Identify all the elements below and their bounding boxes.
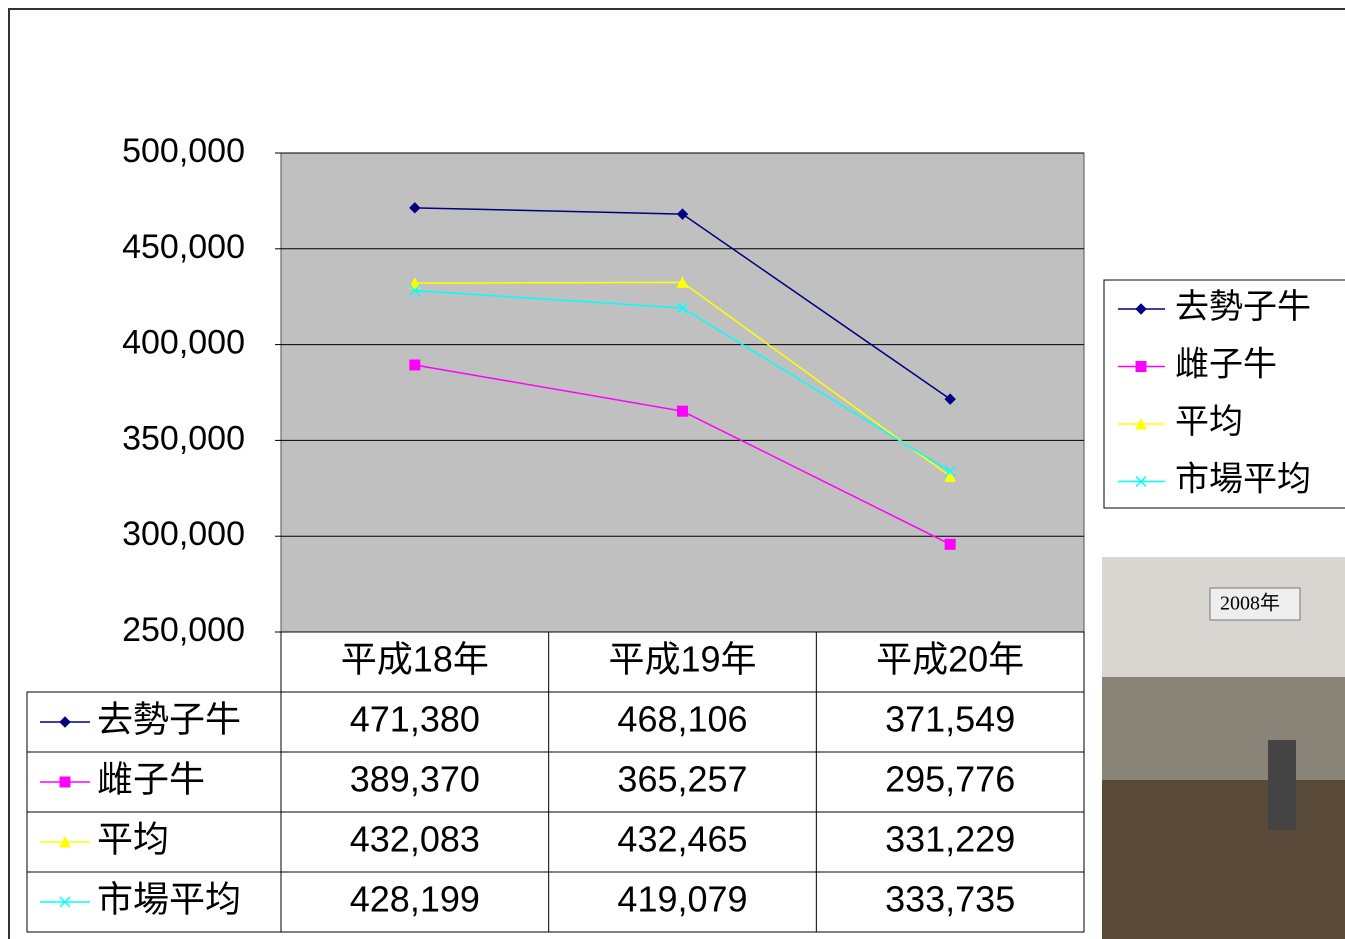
table-cell: 432,083 bbox=[350, 819, 480, 860]
photo-person bbox=[1268, 740, 1296, 830]
y-tick-label: 300,000 bbox=[122, 515, 245, 553]
photo-caption: 2008年 bbox=[1220, 592, 1280, 615]
x-tick-label: 平成19年 bbox=[608, 639, 756, 680]
point bbox=[945, 539, 955, 549]
table-cell: 331,229 bbox=[885, 819, 1015, 860]
x-tick-label: 平成18年 bbox=[341, 639, 489, 680]
plot-area bbox=[281, 153, 1084, 632]
legend-label: 市場平均 bbox=[1175, 460, 1311, 498]
table-row-label: 去勢子牛 bbox=[97, 699, 241, 740]
legend-label: 平均 bbox=[1175, 403, 1243, 441]
table-row-label: 平均 bbox=[97, 819, 169, 860]
table-cell: 428,199 bbox=[350, 879, 480, 920]
point bbox=[678, 406, 688, 416]
x-tick-label: 平成20年 bbox=[876, 639, 1024, 680]
table-row-label: 市場平均 bbox=[97, 879, 241, 920]
table-cell: 468,106 bbox=[617, 699, 747, 740]
legend-key-marker bbox=[1136, 362, 1146, 372]
table-key-marker bbox=[60, 777, 70, 787]
photo-floor bbox=[1102, 780, 1345, 939]
y-tick-label: 250,000 bbox=[122, 611, 245, 649]
table-cell: 371,549 bbox=[885, 699, 1015, 740]
legend-label: 去勢子牛 bbox=[1175, 288, 1311, 326]
y-tick-label: 500,000 bbox=[122, 132, 245, 170]
table-cell: 432,465 bbox=[617, 819, 747, 860]
y-tick-label: 400,000 bbox=[122, 324, 245, 362]
table-cell: 471,380 bbox=[350, 699, 480, 740]
table-cell: 333,735 bbox=[885, 879, 1015, 920]
y-tick-label: 350,000 bbox=[122, 419, 245, 457]
table-cell: 295,776 bbox=[885, 759, 1015, 800]
legend-label: 雌子牛 bbox=[1175, 345, 1277, 383]
table-cell: 365,257 bbox=[617, 759, 747, 800]
table-row-label: 雌子牛 bbox=[97, 759, 205, 800]
table-cell: 419,079 bbox=[617, 879, 747, 920]
y-tick-label: 450,000 bbox=[122, 228, 245, 266]
chart: 2008年 250,000 300,000 350,000 400,000 450,00… bbox=[0, 0, 1345, 939]
table-cell: 389,370 bbox=[350, 759, 480, 800]
point bbox=[410, 360, 420, 370]
photo: 2008年 bbox=[1102, 557, 1345, 939]
